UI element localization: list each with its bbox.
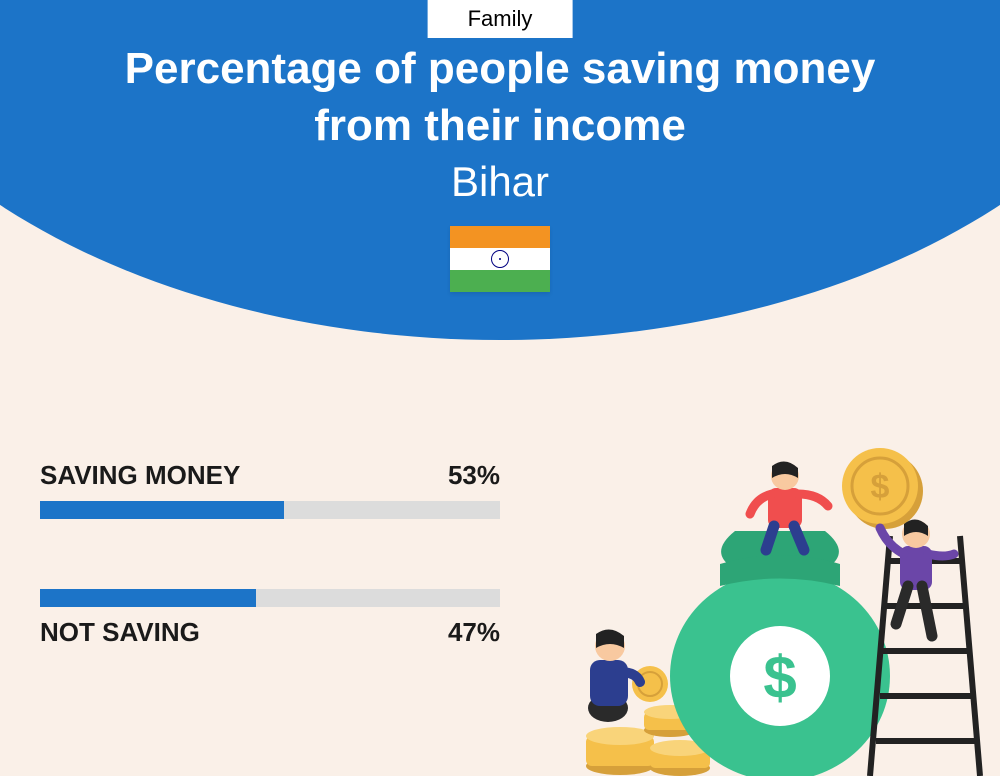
flag-chakra [491, 250, 509, 268]
bar-saving-value: 53% [448, 460, 500, 491]
title-line-1: Percentage of people saving money [0, 40, 1000, 97]
flag-saffron [450, 226, 550, 248]
bar-saving-fill [40, 501, 284, 519]
title-block: Percentage of people saving money from t… [0, 40, 1000, 206]
india-flag-icon [450, 226, 550, 292]
category-badge: Family [428, 0, 573, 38]
svg-text:$: $ [763, 644, 796, 711]
bars-section: SAVING MONEY 53% NOT SAVING 47% [40, 460, 500, 718]
svg-text:$: $ [871, 468, 890, 506]
bar-not-saving: NOT SAVING 47% [40, 589, 500, 648]
bar-saving: SAVING MONEY 53% [40, 460, 500, 519]
title-line-2: from their income [0, 97, 1000, 154]
bar-saving-track [40, 501, 500, 519]
bar-not-saving-value: 47% [448, 617, 500, 648]
bar-not-saving-track [40, 589, 500, 607]
savings-illustration: $ $ [560, 436, 1000, 776]
region-name: Bihar [0, 158, 1000, 206]
bar-not-saving-fill [40, 589, 256, 607]
flag-green [450, 270, 550, 292]
bar-saving-label: SAVING MONEY [40, 460, 240, 491]
bar-not-saving-label: NOT SAVING [40, 617, 200, 648]
coin-icon: $ [842, 448, 923, 529]
money-bag-icon: $ [670, 531, 890, 776]
